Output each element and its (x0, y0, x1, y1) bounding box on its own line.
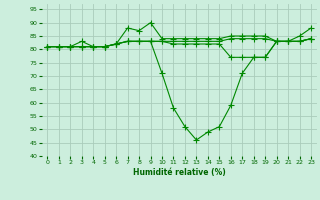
X-axis label: Humidité relative (%): Humidité relative (%) (133, 168, 226, 177)
